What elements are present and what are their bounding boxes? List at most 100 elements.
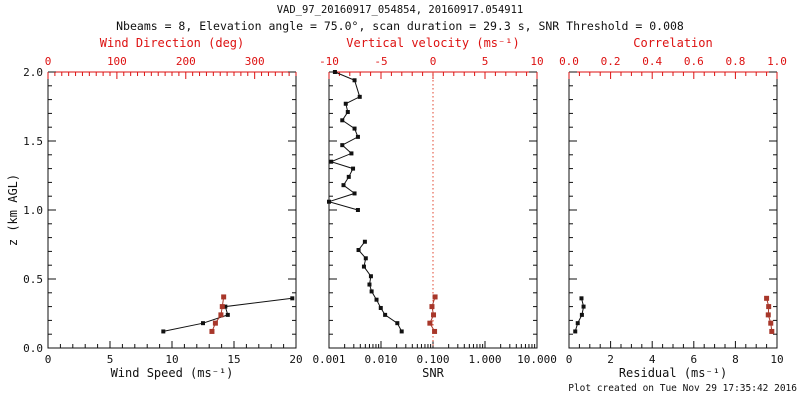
snr-upper-marker [340, 118, 345, 123]
residual-marker [581, 304, 586, 309]
snr-upper-marker [345, 110, 350, 115]
residual-panel-top-tick-label: 0.2 [601, 55, 621, 68]
snr-lower-line [357, 241, 403, 332]
wind-panel-top-tick-label: 0 [45, 55, 52, 68]
wind-direction-marker [209, 328, 215, 334]
snr-panel-bottom-tick-label: 0.100 [416, 353, 449, 366]
snr-upper-marker [349, 151, 354, 156]
vertical-velocity-marker [429, 304, 435, 310]
plot-title: VAD_97_20160917_054854, 20160917.054911 [276, 4, 524, 16]
residual-panel-top-tick-label: 0.6 [684, 55, 704, 68]
snr-upper-marker [355, 208, 360, 212]
snr-lower-marker [361, 264, 366, 269]
snr-lower-marker [368, 274, 373, 279]
residual-axis-title: Residual (ms⁻¹) [618, 366, 728, 380]
snr-lower-marker [395, 321, 400, 326]
plot-subtitle: Nbeams = 8, Elevation angle = 75.0°, sca… [116, 19, 684, 33]
snr-panel-top-tick-label: 0 [430, 55, 437, 68]
creation-timestamp: Plot created on Tue Nov 29 17:35:42 2016 [568, 383, 797, 394]
correlation-marker [768, 320, 774, 326]
snr-upper-marker [351, 166, 356, 171]
snr-lower-marker [378, 305, 383, 310]
residual-panel-bottom-tick-label: 8 [732, 353, 739, 366]
vertical-velocity-marker [427, 320, 433, 326]
residual-panel-top-tick-label: 1.0 [767, 55, 787, 68]
wind-panel-top-tick-label: 300 [245, 55, 265, 68]
residual-marker [579, 312, 584, 317]
snr-panel-top-tick-label: 5 [482, 55, 489, 68]
residual-panel-bottom-tick-label: 0 [566, 353, 573, 366]
wind-panel-bottom-tick-label: 0 [45, 353, 52, 366]
snr-lower-marker [374, 297, 379, 302]
correlation-marker [765, 312, 771, 318]
snr-upper-marker [327, 199, 331, 204]
y-tick-label: 0.5 [23, 273, 43, 286]
snr-panel-bottom-tick-label: 0.010 [364, 353, 397, 366]
residual-panel-top-tick-label: 0.4 [642, 55, 662, 68]
vertical-velocity-marker [432, 294, 438, 300]
snr-upper-marker [355, 134, 360, 139]
snr-panel-bottom-tick-label: 10.000 [517, 353, 557, 366]
wind-direction-marker [221, 294, 227, 300]
snr-upper-marker [329, 159, 334, 164]
y-tick-label: 1.0 [23, 204, 43, 217]
residual-panel-bottom-tick-label: 10 [770, 353, 783, 366]
wind-speed-marker [290, 296, 295, 301]
vertical-velocity-marker [431, 312, 437, 318]
wind-direction-marker [218, 312, 224, 318]
wind-panel-frame [47, 72, 297, 349]
correlation-marker [764, 295, 770, 301]
snr-upper-marker [352, 126, 357, 131]
snr-upper-marker [352, 191, 357, 196]
snr-lower-marker [367, 282, 372, 287]
wind-panel-bottom-tick-label: 15 [227, 353, 240, 366]
snr-panel-top-tick-label: -10 [319, 55, 339, 68]
wind-panel-bottom-tick-label: 20 [289, 353, 302, 366]
residual-panel-bottom-tick-label: 6 [690, 353, 697, 366]
y-tick-label: 2.0 [23, 66, 43, 79]
wind-direction-marker [212, 320, 218, 326]
snr-panel-top-tick-label: -5 [374, 55, 387, 68]
wind-speed-marker [161, 329, 166, 334]
snr-upper-marker [332, 70, 337, 74]
snr-lower-marker [356, 248, 361, 253]
residual-panel-top-tick-label: 0.8 [725, 55, 745, 68]
snr-axis-title: SNR [422, 366, 444, 380]
y-tick-label: 1.5 [23, 135, 43, 148]
residual-marker [573, 329, 578, 334]
snr-panel-bottom-tick-label: 1.000 [468, 353, 501, 366]
residual-panel-top-tick-label: 0.0 [559, 55, 579, 68]
snr-lower-marker [369, 289, 374, 294]
residual-panel-bottom-tick-label: 2 [607, 353, 614, 366]
snr-lower-marker [399, 329, 404, 334]
wind-speed-marker [223, 304, 228, 309]
residual-marker [579, 296, 584, 301]
wind-panel-top-tick-label: 100 [107, 55, 127, 68]
snr-lower-marker [362, 239, 367, 244]
snr-lower-marker [363, 256, 368, 261]
snr-upper-marker [346, 174, 351, 179]
wind-speed-marker [201, 321, 205, 326]
correlation-marker [769, 328, 775, 334]
snr-upper-marker [340, 143, 345, 148]
snr-upper-marker [343, 101, 348, 106]
snr-upper-marker [352, 78, 357, 83]
vertical-velocity-marker [432, 328, 438, 334]
wind-speed-marker [225, 312, 230, 317]
snr-upper-marker [341, 183, 346, 188]
correlation-axis-title: Correlation [633, 36, 713, 50]
z-axis-title: z (km AGL) [6, 173, 20, 247]
residual-panel-frame [568, 72, 778, 349]
wind-direction-marker [219, 304, 225, 310]
snr-upper-marker [357, 94, 362, 99]
residual-marker [575, 321, 580, 326]
snr-panel-bottom-tick-label: 0.001 [312, 353, 345, 366]
wind-panel-bottom-tick-label: 5 [107, 353, 114, 366]
snr-panel-top-tick-label: 10 [530, 55, 543, 68]
wind-speed-axis-title: Wind Speed (ms⁻¹) [110, 366, 234, 380]
y-tick-label: 0.0 [23, 342, 43, 355]
snr-lower-marker [383, 312, 388, 317]
wind-panel-bottom-tick-label: 10 [165, 353, 178, 366]
